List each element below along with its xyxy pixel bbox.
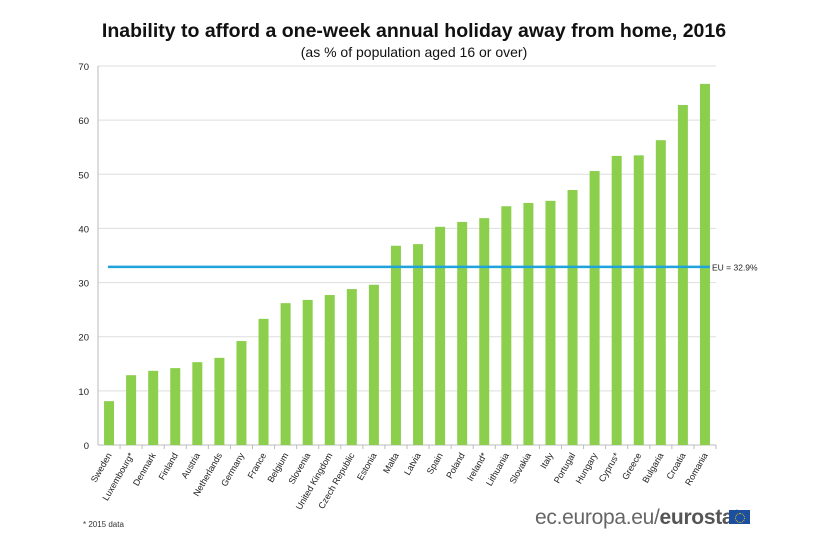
x-tick-label: France <box>246 451 269 480</box>
bar <box>126 375 137 445</box>
bar <box>346 289 357 445</box>
x-tick-label: Bulgaria <box>640 451 665 485</box>
bar <box>501 206 512 445</box>
bar <box>170 368 181 445</box>
chart-subtitle: (as % of population aged 16 or over) <box>300 44 528 60</box>
x-tick-label: Austria <box>179 451 202 480</box>
bar <box>589 171 600 445</box>
x-tick-label: Latvia <box>402 451 423 477</box>
y-tick-label: 20 <box>78 333 89 344</box>
bar <box>148 370 159 445</box>
bar <box>479 218 490 445</box>
bar <box>545 200 556 445</box>
bar <box>390 245 401 445</box>
brand-name: eurostat <box>659 506 741 529</box>
bar <box>258 318 269 445</box>
footnote: * 2015 data <box>83 520 124 529</box>
x-tick-label: Italy <box>538 451 555 471</box>
x-tick-label: Cyprus* <box>597 451 622 484</box>
bar <box>302 299 313 445</box>
x-tick-label: Hungary <box>574 451 600 486</box>
bar <box>280 303 291 445</box>
y-tick-label: 30 <box>78 279 89 290</box>
x-tick-label: Estonia <box>355 451 379 482</box>
y-tick-label: 50 <box>78 170 89 181</box>
y-tick-label: 40 <box>78 224 89 235</box>
bar <box>368 284 379 445</box>
y-tick-label: 10 <box>78 387 89 398</box>
x-tick-label: Malta <box>381 451 401 475</box>
x-tick-label: Spain <box>425 451 445 476</box>
y-tick-label: 60 <box>78 116 89 127</box>
y-tick-label: 0 <box>84 441 89 452</box>
bar <box>655 140 666 445</box>
bar <box>523 202 534 445</box>
bar <box>435 226 446 445</box>
brand-prefix: ec.europa.eu/ <box>535 506 660 529</box>
eurostat-logo: ec.europa.eu/eurostat <box>535 506 740 530</box>
bar <box>413 244 424 445</box>
x-tick-label: Greece <box>620 451 643 482</box>
bar <box>214 357 225 445</box>
bar <box>104 401 115 445</box>
eu-average-label: EU = 32.9% <box>712 262 758 272</box>
bar <box>192 362 203 445</box>
chart-title: Inability to afford a one-week annual ho… <box>101 20 727 42</box>
bar <box>699 83 710 446</box>
bar <box>236 341 247 445</box>
x-tick-label: Croatia <box>664 451 687 481</box>
bar <box>457 221 468 445</box>
bar <box>611 155 622 445</box>
x-tick-label: Slovakia <box>507 451 533 485</box>
y-tick-label: 70 <box>78 62 89 73</box>
x-tick-label: Poland <box>444 451 467 480</box>
bar <box>324 295 335 445</box>
eu-flag-icon <box>729 510 750 524</box>
x-tick-label: Finland <box>157 451 180 482</box>
bar <box>633 155 644 446</box>
bar <box>677 104 688 446</box>
bar <box>567 189 578 445</box>
x-tick-label: Ireland* <box>465 451 489 483</box>
